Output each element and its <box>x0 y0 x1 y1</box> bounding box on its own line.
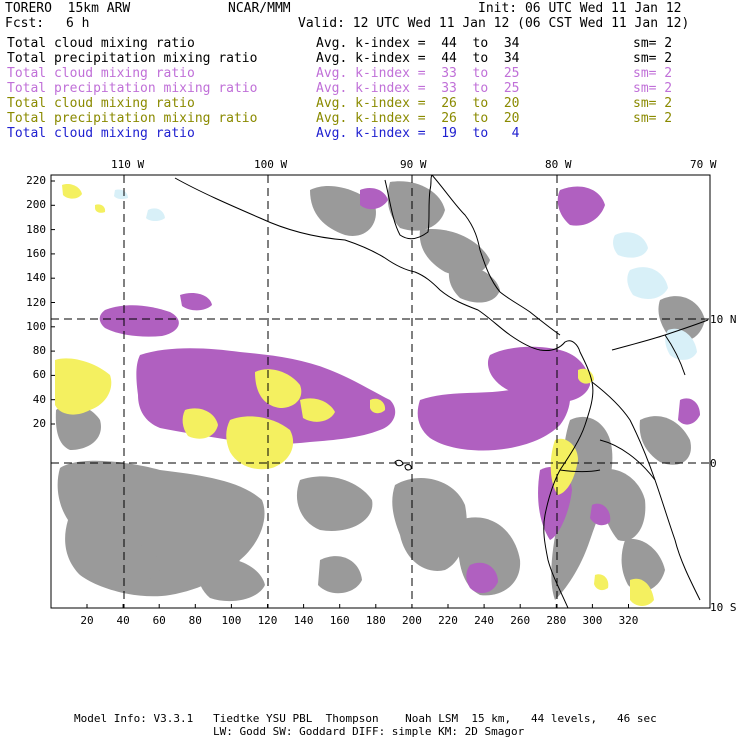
legend-field-label: Total cloud mixing ratio <box>7 66 195 81</box>
lat-label-0: 0 <box>710 457 717 470</box>
y-tick-label: 60 <box>32 368 46 382</box>
x-tick-label: 260 <box>510 614 531 627</box>
legend-smoothing: sm= 2 <box>633 81 673 96</box>
legend-field-label: Total precipitation mixing ratio <box>7 51 258 66</box>
legend-kindex: Avg. k-index = 19 to 4 <box>316 126 520 141</box>
legend-kindex: Avg. k-index = 44 to 34 <box>316 51 520 66</box>
yellow-cloud-fields <box>55 184 654 606</box>
lon-label-80w: 80 W <box>545 158 572 171</box>
x-tick-label: 40 <box>116 614 130 627</box>
model-info-line1: Model Info: V3.3.1 Tiedtke YSU PBL Thomp… <box>74 712 657 725</box>
x-tick-label: 60 <box>152 614 166 627</box>
x-tick-label: 80 <box>188 614 202 627</box>
y-tick-label: 220 <box>26 174 46 187</box>
legend-field-label: Total cloud mixing ratio <box>7 36 195 51</box>
x-tick-label: 240 <box>474 614 495 627</box>
graticule <box>51 175 710 608</box>
y-tick-label: 180 <box>26 222 46 236</box>
y-tick-label: 120 <box>26 295 46 309</box>
x-tick-label: 160 <box>329 614 350 627</box>
legend-kindex: Avg. k-index = 26 to 20 <box>316 96 520 111</box>
y-tick-label: 140 <box>26 271 46 285</box>
legend-kindex: Avg. k-index = 33 to 25 <box>316 81 520 96</box>
x-tick-label: 120 <box>257 614 278 627</box>
y-tick-label: 200 <box>26 198 46 212</box>
y-tick-label: 100 <box>26 319 46 333</box>
x-tick-label: 280 <box>546 614 567 627</box>
legend-smoothing: sm= 2 <box>633 66 673 81</box>
x-tick-label: 20 <box>80 614 94 627</box>
x-tick-label: 300 <box>582 614 603 627</box>
coastlines <box>174 175 709 608</box>
legend-field-label: Total precipitation mixing ratio <box>7 111 258 126</box>
lat-label-10n: 10 N <box>710 313 737 326</box>
legend-kindex: Avg. k-index = 44 to 34 <box>316 36 520 51</box>
legend-smoothing: sm= 2 <box>633 96 673 111</box>
lon-label-70w: 70 W <box>690 158 717 171</box>
y-tick-label: 40 <box>32 392 46 406</box>
x-tick-label: 320 <box>618 614 639 627</box>
model-info-line2: LW: Godd SW: Goddard DIFF: simple KM: 2D… <box>213 725 525 738</box>
init-time: Init: 06 UTC Wed 11 Jan 12 <box>478 1 682 16</box>
legend-smoothing: sm= 2 <box>633 36 673 51</box>
legend-kindex: Avg. k-index = 33 to 25 <box>316 66 520 81</box>
x-tick-label: 220 <box>438 614 458 627</box>
x-tick-label: 140 <box>293 614 314 627</box>
y-tick-label: 80 <box>32 344 46 358</box>
axis-ticks <box>51 180 629 608</box>
lat-label-10s: 10 S <box>710 601 737 614</box>
legend-field-label: Total cloud mixing ratio <box>7 96 195 111</box>
y-tick-label: 20 <box>32 417 46 430</box>
legend-field-label: Total precipitation mixing ratio <box>7 81 258 96</box>
org-label: NCAR/MMM <box>228 1 291 16</box>
valid-time: Valid: 12 UTC Wed 11 Jan 12 (06 CST Wed … <box>298 16 690 31</box>
legend-smoothing: sm= 2 <box>633 51 673 66</box>
map-plot-area <box>51 175 710 608</box>
x-tick-label: 180 <box>365 614 386 627</box>
model-title: TORERO 15km ARW <box>5 1 131 16</box>
plot-frame <box>50 174 711 609</box>
lon-label-110w: 110 W <box>111 158 145 171</box>
legend-kindex: Avg. k-index = 26 to 20 <box>316 111 520 126</box>
forecast-hours: 6 h <box>66 16 90 31</box>
y-tick-label: 160 <box>26 246 46 260</box>
legend-field-label: Total cloud mixing ratio <box>7 126 195 141</box>
lightblue-cloud-fields <box>114 189 697 360</box>
legend-smoothing: sm= 2 <box>633 111 673 126</box>
x-tick-label: 200 <box>401 614 422 627</box>
x-tick-label: 100 <box>221 614 242 627</box>
lon-label-90w: 90 W <box>400 158 427 171</box>
forecast-label: Fcst: <box>5 16 45 31</box>
lon-label-100w: 100 W <box>254 158 288 171</box>
